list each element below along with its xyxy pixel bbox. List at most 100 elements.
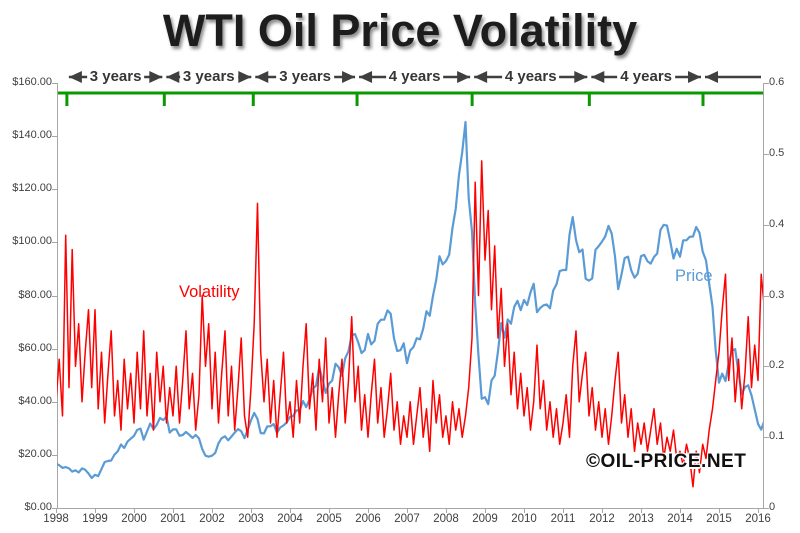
y-axis-tick-left [52,508,57,509]
y-axis-tick-right [764,295,769,297]
right-arrow-icon [342,71,356,83]
y-axis-label-right: 0 [769,501,776,513]
x-axis-label: 2014 [667,513,693,525]
x-axis-label: 2009 [472,513,498,525]
legend-volatility: Volatility [179,283,240,301]
left-arrow-icon [704,71,718,83]
x-axis-tick [758,509,759,513]
x-axis-label: 2012 [589,513,615,525]
x-axis-label: 2015 [706,513,732,525]
y-axis-tick-right [764,224,769,226]
x-axis-label: 2013 [628,513,654,525]
y-axis-tick-left [52,189,57,191]
y-axis-tick-right [764,153,769,155]
x-axis-label: 2005 [316,513,342,525]
x-axis-tick [641,509,642,513]
x-axis-label: 2010 [511,513,537,525]
x-axis-tick [563,509,564,513]
legend-price: Price [675,267,713,285]
plot-area: Volatility Price [54,83,766,508]
y-axis-label-left: $60.00 [18,341,52,354]
x-axis-label: 1998 [43,513,69,525]
watermark: ©OIL-PRICE.NET [586,451,747,472]
y-axis-label-left: $20.00 [18,447,52,460]
right-arrow-icon [149,71,163,83]
y-axis-label-left: $0.00 [24,501,52,513]
x-axis-tick [251,509,252,513]
volatility-line [55,160,766,488]
interval-label: 3 years [86,68,145,86]
y-axis-tick-left [52,136,57,138]
interval-label: 4 years [617,68,676,86]
interval-label: 4 years [385,68,444,86]
y-axis-label-right: 0.6 [769,76,785,88]
series-lines [54,120,766,488]
y-axis-label-left: $80.00 [18,288,52,301]
y-axis-label-right: 0.4 [769,217,785,230]
y-axis-label-left: $140.00 [12,129,52,142]
right-arrow-icon [457,71,471,83]
y-axis-left-line [57,83,58,508]
interval-label: 3 years [179,68,238,86]
y-axis-label-right: 0.3 [769,288,785,301]
x-axis-label: 2008 [433,513,459,525]
x-axis-label: 2003 [238,513,264,525]
y-axis-tick-left [52,295,57,297]
y-axis-tick-right [764,83,769,84]
y-axis-label-left: $120.00 [12,182,52,195]
y-axis-label-left: $100.00 [12,235,52,248]
y-axis-tick-left [52,83,57,84]
chart-title: WTI Oil Price Volatility [162,5,638,56]
x-axis-tick [719,509,720,513]
x-axis-tick [290,509,291,513]
y-axis-right-line [763,83,764,508]
x-axis-tick [602,509,603,513]
x-axis-label: 2016 [745,513,771,525]
x-axis-label: 2007 [394,513,420,525]
x-axis-label: 2006 [355,513,381,525]
x-axis-tick [134,509,135,513]
x-axis-label: 2000 [121,513,147,525]
y-axis-tick-left [52,348,57,350]
x-axis-label: 2001 [160,513,186,525]
y-axis-label-left: $160.00 [12,76,52,88]
interval-label: 4 years [501,68,560,86]
x-axis-tick [329,509,330,513]
x-axis-label: 2004 [277,513,303,525]
left-arrow-icon [474,71,488,83]
x-axis-tick [407,509,408,513]
y-axis-label-right: 0.2 [769,359,785,372]
interval-label: 3 years [276,68,335,86]
x-axis-tick [95,509,96,513]
interval-annotation: 3 years 3 years 3 years 4 years 4 years 4 yea… [57,62,763,112]
x-axis-tick [524,509,525,513]
y-axis-tick-left [52,454,57,456]
y-axis-tick-right [764,437,769,439]
left-arrow-icon [68,71,82,83]
y-axis-tick-left [52,242,57,244]
left-arrow-icon [255,71,269,83]
right-arrow-icon [687,71,701,83]
y-axis-label-right: 0.5 [769,146,785,159]
x-axis-tick [212,509,213,513]
x-axis-tick [446,509,447,513]
x-axis-tick [485,509,486,513]
left-arrow-icon [166,71,180,83]
x-axis-label: 1999 [82,513,108,525]
left-arrow-icon [359,71,373,83]
x-axis-label: 2011 [550,513,576,525]
right-arrow-icon [574,71,588,83]
price-line [54,120,766,480]
x-axis-tick [368,509,369,513]
y-axis-tick-right [764,508,769,509]
left-arrow-icon [591,71,605,83]
y-axis-label-right: 0.1 [769,430,785,443]
y-axis-label-left: $40.00 [18,394,52,407]
y-axis-tick-left [52,401,57,403]
x-axis-tick [56,509,57,513]
x-axis-tick [173,509,174,513]
y-axis-tick-right [764,366,769,368]
x-axis-label: 2002 [199,513,225,525]
right-arrow-icon [238,71,252,83]
